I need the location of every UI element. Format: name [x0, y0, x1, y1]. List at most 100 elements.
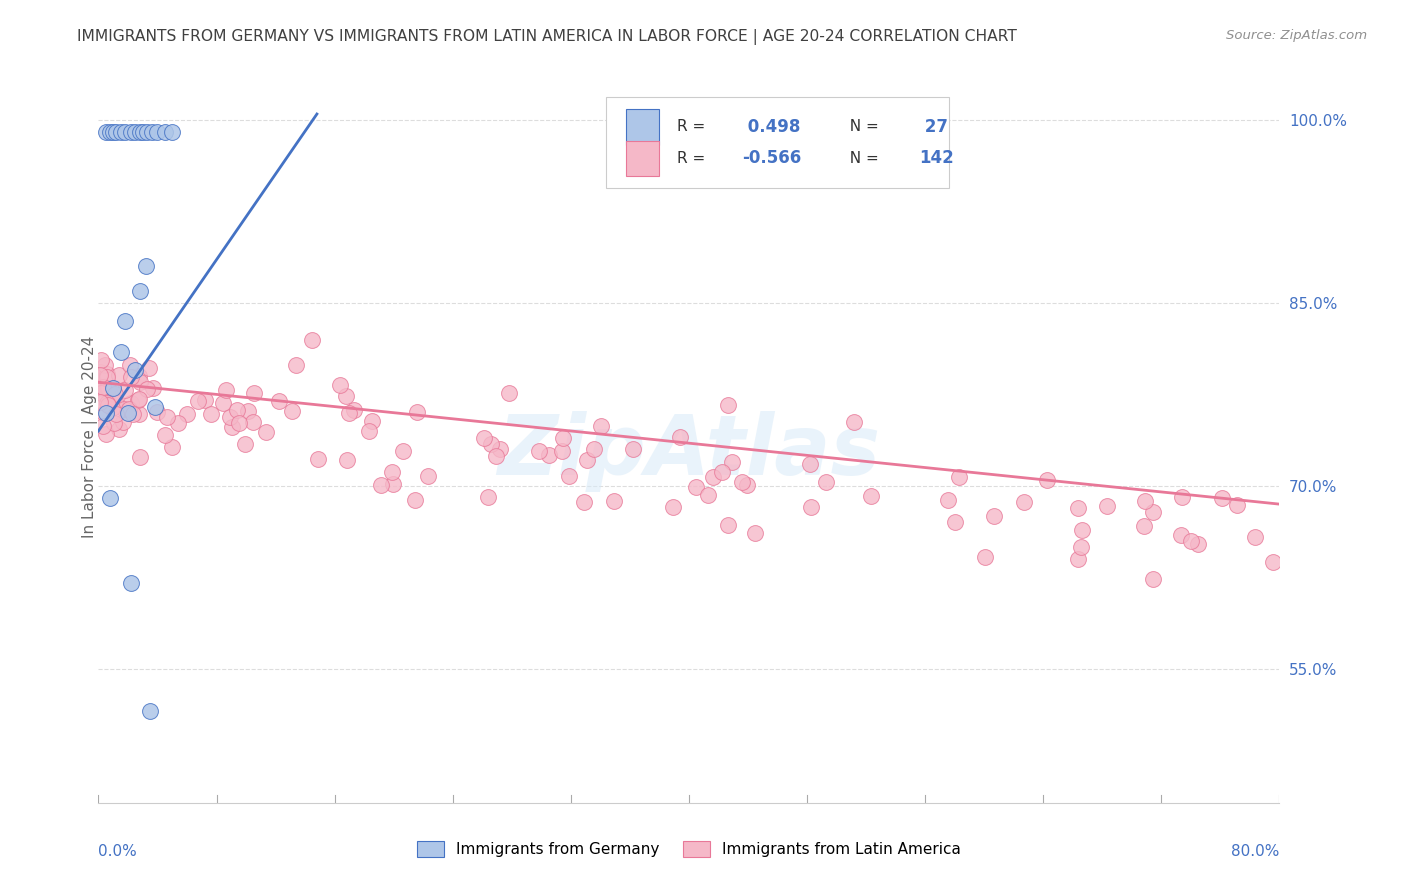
Point — [551, 431, 574, 445]
Point — [103, 381, 125, 395]
Point — [117, 406, 139, 420]
Point — [107, 368, 129, 382]
Point — [142, 381, 165, 395]
Point — [103, 394, 125, 409]
Text: R =: R = — [678, 151, 710, 166]
Point — [254, 425, 277, 440]
Point — [361, 414, 384, 428]
Text: N =: N = — [841, 120, 884, 135]
Text: IMMIGRANTS FROM GERMANY VS IMMIGRANTS FROM LATIN AMERICA IN LABOR FORCE | AGE 20: IMMIGRANTS FROM GERMANY VS IMMIGRANTS FR… — [77, 29, 1017, 45]
Point — [153, 125, 176, 139]
Point — [301, 333, 323, 347]
Point — [211, 396, 233, 410]
Point — [120, 395, 142, 409]
FancyBboxPatch shape — [626, 141, 659, 176]
Point — [1244, 530, 1267, 544]
Point — [702, 469, 724, 483]
Point — [1211, 491, 1233, 505]
Point — [128, 284, 150, 298]
Point — [120, 358, 142, 372]
Point — [551, 444, 574, 458]
FancyBboxPatch shape — [626, 110, 659, 145]
Point — [558, 468, 581, 483]
Point — [370, 478, 392, 492]
Legend: Immigrants from Germany, Immigrants from Latin America: Immigrants from Germany, Immigrants from… — [416, 841, 962, 857]
Point — [1187, 537, 1209, 551]
Point — [242, 415, 264, 429]
Point — [187, 394, 209, 409]
Point — [146, 125, 169, 139]
Point — [479, 437, 502, 451]
Point — [1070, 523, 1092, 537]
Point — [357, 424, 380, 438]
Point — [98, 125, 121, 139]
Point — [132, 125, 155, 139]
Point — [381, 465, 404, 479]
Point — [143, 400, 166, 414]
Point — [129, 375, 152, 389]
Point — [114, 314, 136, 328]
Point — [128, 125, 150, 139]
Point — [228, 416, 250, 430]
Point — [814, 475, 837, 490]
Point — [94, 359, 117, 373]
Point — [710, 465, 733, 479]
Point — [94, 406, 117, 420]
Point — [404, 492, 426, 507]
Point — [983, 508, 1005, 523]
Point — [1261, 555, 1284, 569]
Point — [737, 478, 759, 492]
Point — [98, 395, 121, 409]
Point — [89, 395, 111, 409]
Point — [90, 385, 112, 400]
Point — [114, 125, 136, 139]
Point — [343, 402, 366, 417]
Point — [974, 550, 997, 565]
Point — [685, 480, 707, 494]
Point — [1226, 498, 1249, 512]
Point — [392, 443, 415, 458]
Point — [842, 415, 865, 429]
Point — [153, 427, 176, 442]
Point — [280, 404, 302, 418]
Point — [135, 382, 157, 396]
Point — [127, 393, 149, 408]
Y-axis label: In Labor Force | Age 20-24: In Labor Force | Age 20-24 — [82, 336, 98, 538]
Point — [1142, 572, 1164, 586]
Point — [124, 363, 146, 377]
Point — [162, 125, 184, 139]
Point — [100, 401, 122, 415]
Text: R =: R = — [678, 120, 710, 135]
Point — [118, 402, 141, 417]
Point — [1012, 495, 1035, 509]
Point — [89, 365, 111, 379]
Point — [91, 380, 114, 394]
Point — [97, 381, 120, 395]
Point — [236, 404, 259, 418]
Point — [489, 442, 512, 456]
Point — [110, 344, 132, 359]
Point — [124, 125, 146, 139]
Point — [477, 491, 499, 505]
Point — [160, 440, 183, 454]
Point — [936, 493, 959, 508]
Point — [155, 409, 177, 424]
Text: 0.0%: 0.0% — [98, 845, 138, 859]
Point — [731, 475, 754, 489]
Point — [336, 453, 359, 467]
Point — [135, 260, 157, 274]
Point — [485, 449, 508, 463]
Point — [242, 386, 264, 401]
Point — [103, 416, 125, 430]
Point — [120, 576, 142, 591]
Point — [91, 419, 114, 434]
Point — [335, 389, 357, 403]
Point — [529, 443, 551, 458]
Point — [96, 381, 118, 395]
Point — [416, 469, 439, 483]
Point — [97, 398, 120, 412]
Point — [96, 370, 118, 384]
Point — [108, 422, 131, 436]
Point — [1180, 534, 1202, 549]
Point — [720, 455, 742, 469]
